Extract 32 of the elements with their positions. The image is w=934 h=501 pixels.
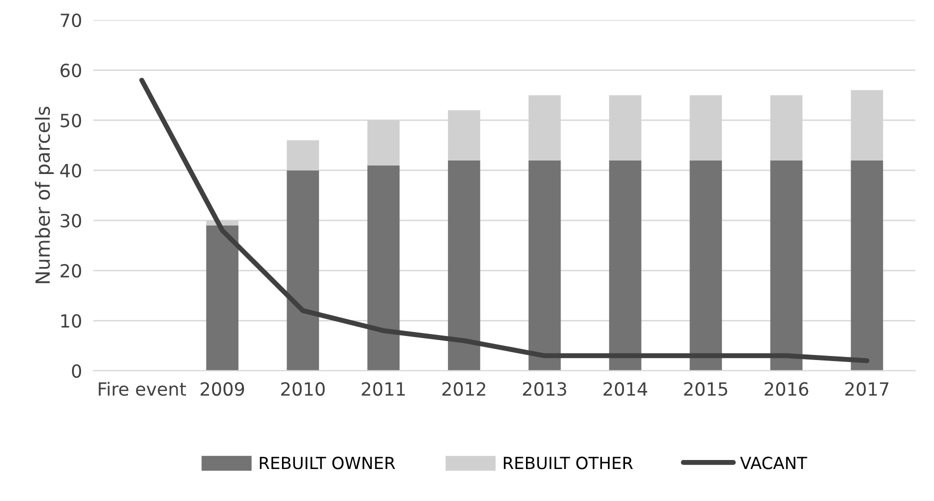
y-axis-title: Number of parcels [34,106,54,284]
y-tick-label: 60 [60,64,82,78]
y-tick-label: 20 [60,264,82,278]
x-tick-label: 2011 [362,382,405,396]
bar [770,160,803,371]
x-tick-label: 2015 [684,382,728,396]
legend-label: REBUILT OTHER [504,456,633,470]
bar [528,160,561,371]
y-tick-label: 50 [60,114,82,128]
line-series [139,78,870,364]
x-tick-label: 2013 [523,382,566,396]
y-tick-label: 70 [60,14,82,28]
x-tick-label: 2009 [200,382,244,396]
x-tick-label: 2017 [845,382,888,396]
y-tick-label: 40 [60,164,82,178]
bar [286,170,320,371]
y-tick-label: 0 [72,364,82,378]
legend-label: VACANT [740,456,808,470]
bar [690,160,722,371]
bar [448,160,480,371]
legend-label: REBUILT OWNER [260,456,396,470]
x-tick-label: 2012 [442,382,486,396]
x-tick-label: 2010 [281,382,325,396]
bar [206,225,238,371]
y-tick-label: 10 [61,314,82,328]
x-tick-label: 2016 [764,382,808,396]
bar [367,165,400,371]
bar [850,160,884,371]
bar [609,160,642,371]
y-tick-label: 30 [60,214,82,228]
x-tick-label: 2014 [604,382,648,396]
x-tick-label: Fire event [98,382,186,396]
